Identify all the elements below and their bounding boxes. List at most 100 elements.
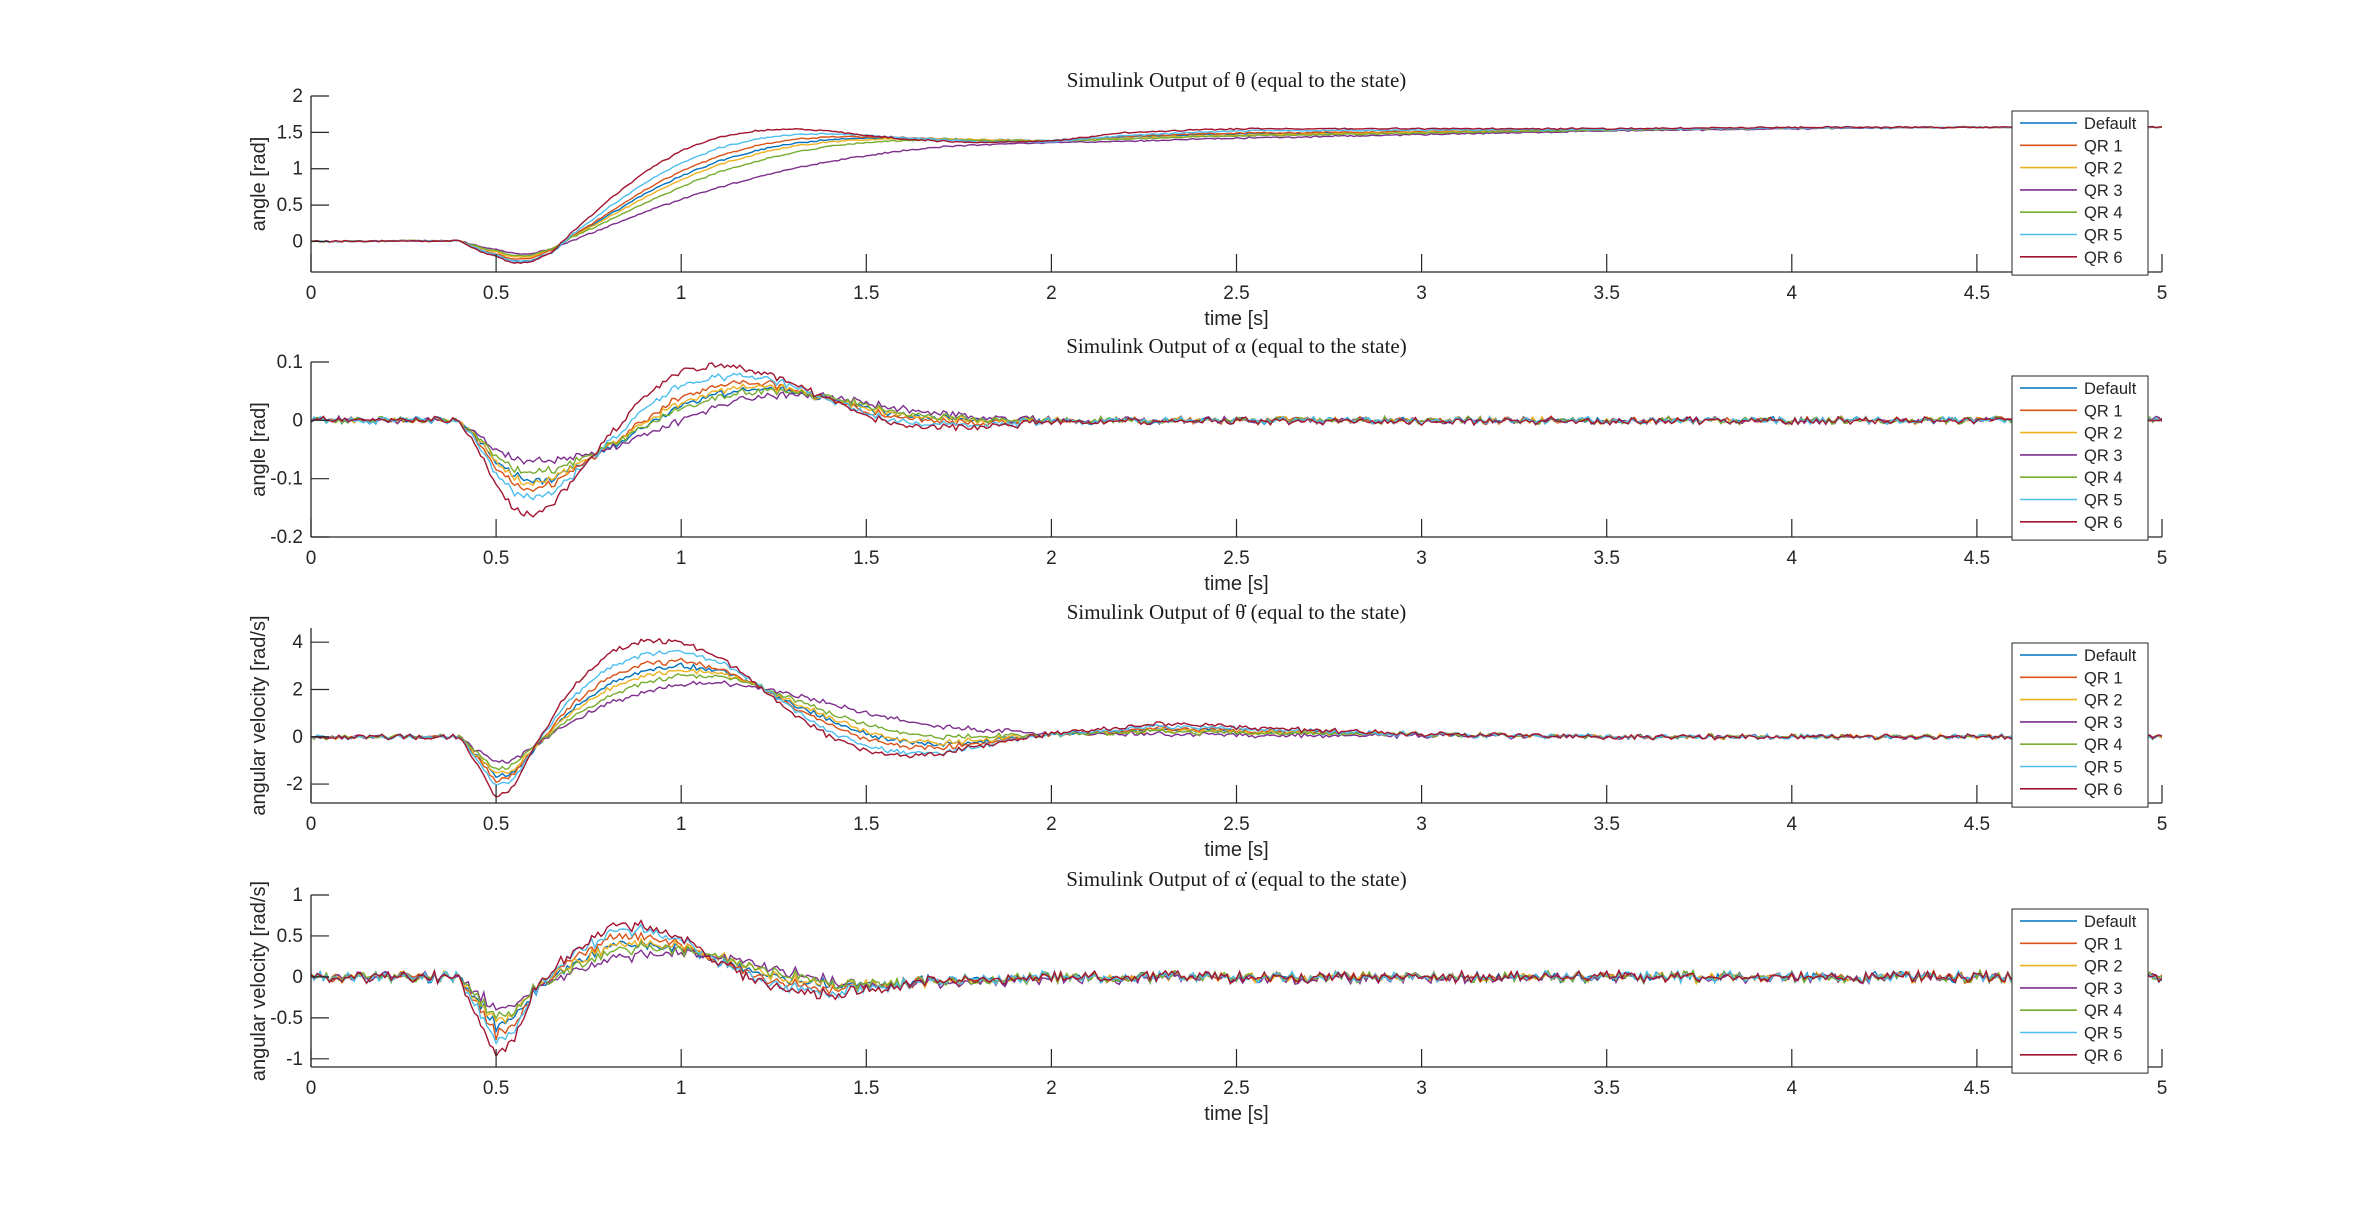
x-tick-label: 0 [306, 283, 317, 304]
legend-label: QR 5 [2084, 1025, 2123, 1043]
x-tick-label: 4.5 [1964, 814, 1990, 835]
x-tick-label: 1 [676, 283, 687, 304]
y-axis-label: angle [rad] [248, 402, 270, 497]
legend-label: QR 2 [2084, 692, 2123, 710]
x-tick-label: 0 [306, 1078, 317, 1099]
legend[interactable]: Default QR 1 QR 2 QR 3 QR 4 QR 5 QR 6 [2011, 908, 2149, 1074]
legend-label: QR 1 [2084, 402, 2123, 420]
legend-label: QR 2 [2084, 958, 2123, 976]
legend-box [2011, 908, 2149, 1074]
legend-label: QR 4 [2084, 469, 2123, 487]
legend-box [2011, 642, 2149, 808]
x-tick-label: 0.5 [483, 283, 509, 304]
panel-3: Simulink Output of θ̇ (equal to the stat… [248, 600, 2167, 861]
series-line-qr-6 [311, 637, 2162, 798]
y-tick-label: 1 [292, 159, 303, 180]
legend[interactable]: Default QR 1 QR 2 QR 3 QR 4 QR 5 QR 6 [2011, 375, 2149, 541]
legend-label: QR 6 [2084, 1047, 2123, 1065]
series-line-qr-6 [311, 125, 2162, 265]
x-tick-label: 2 [1046, 1078, 1057, 1099]
y-tick-label: 1.5 [277, 122, 303, 143]
x-tick-label: 1.5 [853, 814, 879, 835]
x-axis-label: time [s] [1204, 1103, 1268, 1125]
legend-label: QR 5 [2084, 759, 2123, 777]
y-tick-label: -0.2 [270, 527, 303, 548]
y-tick-label: -0.5 [270, 1008, 303, 1029]
y-tick-label: -2 [286, 774, 303, 795]
x-tick-label: 4 [1787, 1078, 1798, 1099]
x-tick-label: 0 [306, 548, 317, 569]
x-tick-label: 2.5 [1223, 814, 1249, 835]
y-tick-label: 0.1 [277, 352, 303, 373]
legend-label: QR 4 [2084, 736, 2123, 754]
series-lines [311, 919, 2162, 1058]
legend-label: QR 6 [2084, 249, 2123, 267]
x-tick-label: 4.5 [1964, 283, 1990, 304]
legend-label: QR 6 [2084, 781, 2123, 799]
x-tick-label: 2 [1046, 283, 1057, 304]
legend-box [2011, 375, 2149, 541]
y-axis-label: angular velocity [rad/s] [248, 615, 270, 815]
x-tick-label: 1.5 [853, 548, 879, 569]
x-tick-label: 1 [676, 548, 687, 569]
panel-2: Simulink Output of α (equal to the state… [248, 334, 2167, 595]
legend-label: QR 5 [2084, 492, 2123, 510]
series-line-qr-6 [311, 362, 2162, 518]
x-tick-label: 5 [2157, 283, 2168, 304]
series-lines [311, 637, 2162, 798]
chart-title: Simulink Output of α (equal to the state… [1066, 334, 1407, 358]
legend-label: QR 1 [2084, 935, 2123, 953]
panel-4: Simulink Output of α̇ (equal to the stat… [248, 867, 2167, 1125]
x-tick-label: 4.5 [1964, 548, 1990, 569]
y-tick-label: 1 [292, 885, 303, 906]
legend-label: QR 3 [2084, 447, 2123, 465]
y-tick-label: -0.1 [270, 469, 303, 490]
y-tick-label: 0.5 [277, 926, 303, 947]
y-axis-label: angular velocity [rad/s] [248, 881, 270, 1081]
x-tick-label: 2.5 [1223, 548, 1249, 569]
legend-label: QR 1 [2084, 137, 2123, 155]
x-tick-label: 5 [2157, 814, 2168, 835]
x-tick-label: 4.5 [1964, 1078, 1990, 1099]
x-tick-label: 3 [1416, 283, 1427, 304]
legend-label: QR 6 [2084, 514, 2123, 532]
panel-1: Simulink Output of θ (equal to the state… [248, 68, 2167, 330]
legend-label: Default [2084, 913, 2137, 931]
x-tick-label: 4 [1787, 548, 1798, 569]
x-tick-label: 0.5 [483, 548, 509, 569]
y-tick-label: 0 [292, 727, 303, 748]
y-tick-label: 0 [292, 410, 303, 431]
y-tick-label: 4 [292, 632, 303, 653]
x-axis-label: time [s] [1204, 308, 1268, 330]
x-tick-label: 2 [1046, 548, 1057, 569]
y-axis-label: angle [rad] [248, 137, 270, 232]
x-tick-label: 2 [1046, 814, 1057, 835]
y-tick-label: 2 [292, 86, 303, 107]
legend-label: QR 3 [2084, 714, 2123, 732]
legend-label: Default [2084, 647, 2137, 665]
legend-label: Default [2084, 115, 2137, 133]
x-tick-label: 3 [1416, 548, 1427, 569]
x-tick-label: 1.5 [853, 1078, 879, 1099]
legend-box [2011, 110, 2149, 276]
legend-label: QR 4 [2084, 1002, 2123, 1020]
x-tick-label: 0.5 [483, 1078, 509, 1099]
y-tick-label: 0 [292, 231, 303, 252]
y-tick-label: -1 [286, 1049, 303, 1070]
x-tick-label: 1 [676, 814, 687, 835]
x-tick-label: 5 [2157, 548, 2168, 569]
legend[interactable]: Default QR 1 QR 2 QR 3 QR 4 QR 5 QR 6 [2011, 110, 2149, 276]
chart-title: Simulink Output of θ̇ (equal to the stat… [1067, 600, 1407, 624]
x-tick-label: 5 [2157, 1078, 2168, 1099]
x-tick-label: 0.5 [483, 814, 509, 835]
legend-label: Default [2084, 380, 2137, 398]
legend[interactable]: Default QR 1 QR 2 QR 3 QR 4 QR 5 QR 6 [2011, 642, 2149, 808]
series-lines [311, 125, 2162, 265]
legend-label: QR 1 [2084, 669, 2123, 687]
legend-label: QR 4 [2084, 204, 2123, 222]
x-axis-label: time [s] [1204, 573, 1268, 595]
legend-label: QR 5 [2084, 227, 2123, 245]
series-lines [311, 362, 2162, 518]
